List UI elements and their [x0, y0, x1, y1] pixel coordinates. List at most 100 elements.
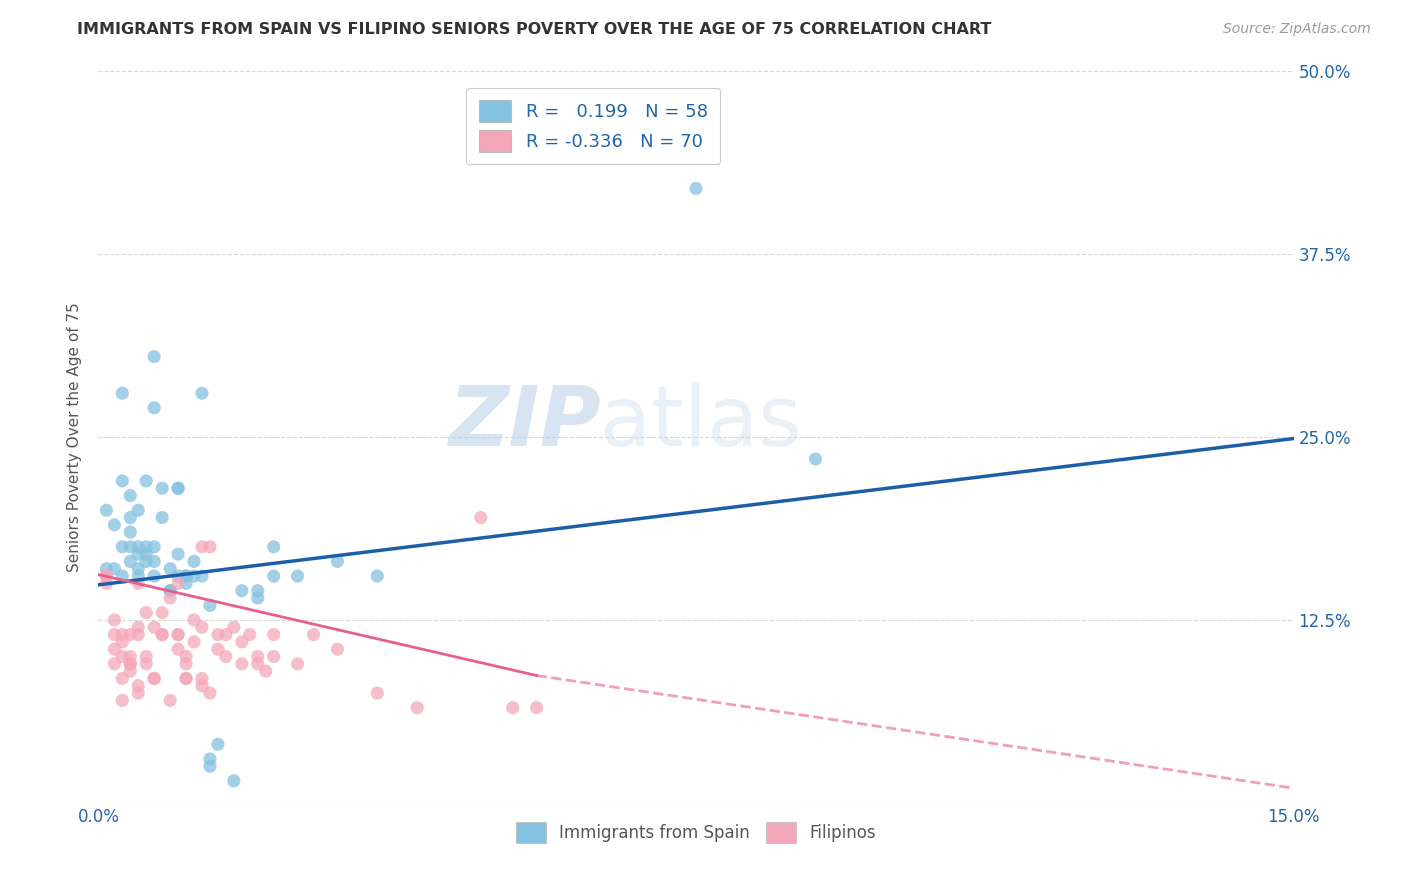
Point: [198, 540, 221, 554]
Point: [143, 540, 166, 554]
Point: [135, 474, 157, 488]
Point: [207, 642, 229, 657]
Point: [120, 627, 142, 641]
Point: [135, 547, 157, 561]
Point: [183, 554, 205, 568]
Point: [127, 576, 149, 591]
Point: [183, 613, 205, 627]
Point: [246, 649, 269, 664]
Legend: Immigrants from Spain, Filipinos: Immigrants from Spain, Filipinos: [509, 815, 883, 849]
Point: [167, 569, 190, 583]
Point: [366, 686, 388, 700]
Point: [96, 503, 118, 517]
Point: [159, 562, 181, 576]
Y-axis label: Seniors Poverty Over the Age of 75: Seniors Poverty Over the Age of 75: [67, 302, 83, 572]
Point: [183, 569, 205, 583]
Point: [150, 606, 173, 620]
Point: [366, 569, 388, 583]
Point: [159, 583, 181, 598]
Point: [685, 181, 707, 195]
Point: [96, 562, 118, 576]
Point: [150, 510, 173, 524]
Point: [120, 649, 142, 664]
Point: [127, 540, 149, 554]
Point: [103, 613, 125, 627]
Point: [96, 576, 118, 591]
Point: [127, 569, 149, 583]
Point: [143, 401, 166, 415]
Point: [246, 583, 269, 598]
Point: [263, 627, 285, 641]
Point: [167, 547, 190, 561]
Point: [127, 627, 149, 641]
Point: [120, 657, 142, 671]
Point: [254, 664, 277, 678]
Point: [150, 627, 173, 641]
Point: [96, 569, 118, 583]
Point: [198, 599, 221, 613]
Point: [526, 700, 548, 714]
Point: [111, 693, 134, 707]
Text: IMMIGRANTS FROM SPAIN VS FILIPINO SENIORS POVERTY OVER THE AGE OF 75 CORRELATION: IMMIGRANTS FROM SPAIN VS FILIPINO SENIOR…: [77, 22, 991, 37]
Point: [174, 672, 197, 686]
Point: [159, 591, 181, 605]
Point: [174, 576, 197, 591]
Point: [191, 620, 214, 634]
Point: [406, 700, 429, 714]
Point: [127, 562, 149, 576]
Point: [167, 627, 190, 641]
Point: [135, 606, 157, 620]
Point: [502, 700, 524, 714]
Point: [215, 627, 238, 641]
Point: [135, 657, 157, 671]
Point: [222, 773, 245, 788]
Point: [143, 350, 166, 364]
Point: [96, 569, 118, 583]
Point: [804, 452, 827, 467]
Point: [287, 569, 309, 583]
Point: [231, 657, 253, 671]
Point: [191, 679, 214, 693]
Point: [120, 664, 142, 678]
Point: [111, 540, 134, 554]
Point: [174, 569, 197, 583]
Text: atlas: atlas: [600, 382, 801, 463]
Point: [111, 386, 134, 401]
Point: [191, 540, 214, 554]
Point: [120, 489, 142, 503]
Point: [135, 649, 157, 664]
Point: [287, 657, 309, 671]
Point: [127, 620, 149, 634]
Point: [191, 672, 214, 686]
Point: [167, 642, 190, 657]
Point: [326, 554, 349, 568]
Text: ZIP: ZIP: [447, 382, 600, 463]
Point: [246, 657, 269, 671]
Point: [198, 759, 221, 773]
Point: [120, 554, 142, 568]
Point: [150, 627, 173, 641]
Point: [191, 386, 214, 401]
Point: [326, 642, 349, 657]
Point: [135, 554, 157, 568]
Point: [111, 672, 134, 686]
Point: [246, 591, 269, 605]
Point: [103, 627, 125, 641]
Point: [167, 481, 190, 495]
Point: [174, 657, 197, 671]
Point: [103, 642, 125, 657]
Point: [183, 635, 205, 649]
Point: [302, 627, 325, 641]
Point: [167, 627, 190, 641]
Point: [127, 679, 149, 693]
Point: [111, 474, 134, 488]
Point: [111, 569, 134, 583]
Point: [127, 503, 149, 517]
Point: [120, 525, 142, 540]
Point: [198, 752, 221, 766]
Point: [207, 737, 229, 751]
Point: [263, 649, 285, 664]
Point: [215, 649, 238, 664]
Point: [103, 657, 125, 671]
Point: [143, 672, 166, 686]
